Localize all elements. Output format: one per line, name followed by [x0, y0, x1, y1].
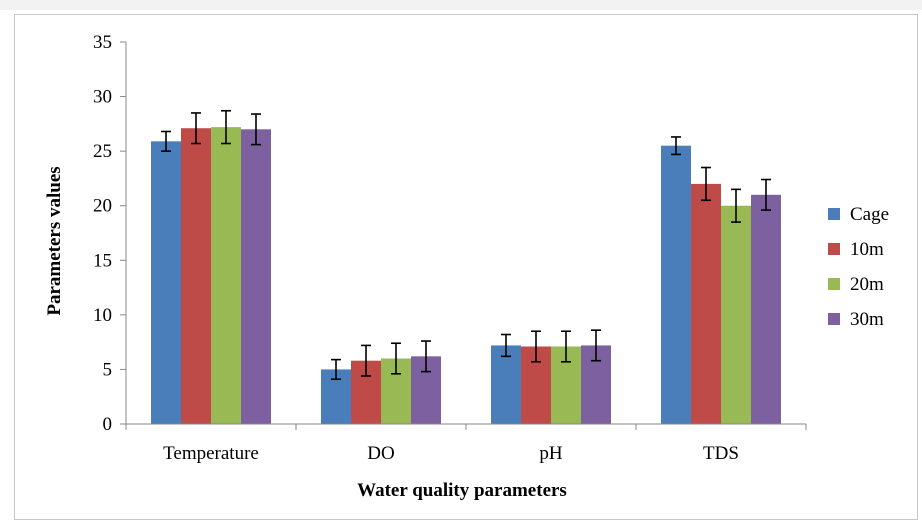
x-ticks-group: Temperature DO pH TDS: [126, 424, 806, 464]
x-tick-label: Temperature: [163, 443, 259, 464]
bar-cage-ph: [491, 345, 521, 424]
y-tick-label: 25: [93, 141, 112, 162]
y-ticks-group: 0 5 10 15 20 25 30 35: [93, 32, 126, 435]
legend-label-10m: 10m: [850, 239, 884, 260]
bar-cage-temperature: [151, 141, 181, 424]
y-tick-label: 5: [103, 359, 113, 380]
x-axis-title: Water quality parameters: [357, 480, 567, 501]
x-tick-label: pH: [539, 443, 563, 464]
legend-swatch-30m: [828, 313, 840, 325]
y-tick-label: 10: [93, 305, 112, 326]
legend: Cage 10m 20m 30m: [828, 204, 889, 330]
y-tick-label: 30: [93, 87, 112, 108]
y-axis-title: Parameters values: [44, 166, 65, 315]
legend-swatch-20m: [828, 278, 840, 290]
legend-label-20m: 20m: [850, 274, 884, 295]
bar-30m-tds: [751, 195, 781, 424]
bar-cage-tds: [661, 146, 691, 424]
legend-swatch-10m: [828, 243, 840, 255]
y-tick-label: 35: [93, 32, 112, 53]
legend-label-30m: 30m: [850, 309, 884, 330]
legend-label-cage: Cage: [850, 204, 889, 225]
bars-group: [151, 127, 781, 424]
x-tick-label: DO: [367, 443, 394, 464]
bar-20m-tds: [721, 206, 751, 424]
bar-30m-temperature: [241, 129, 271, 424]
bar-10m-temperature: [181, 128, 211, 424]
y-tick-label: 15: [93, 250, 112, 271]
bar-20m-temperature: [211, 127, 241, 424]
legend-swatch-cage: [828, 208, 840, 220]
y-tick-label: 0: [103, 414, 113, 435]
x-tick-label: TDS: [703, 443, 739, 464]
y-tick-label: 20: [93, 196, 112, 217]
bar-10m-tds: [691, 184, 721, 424]
